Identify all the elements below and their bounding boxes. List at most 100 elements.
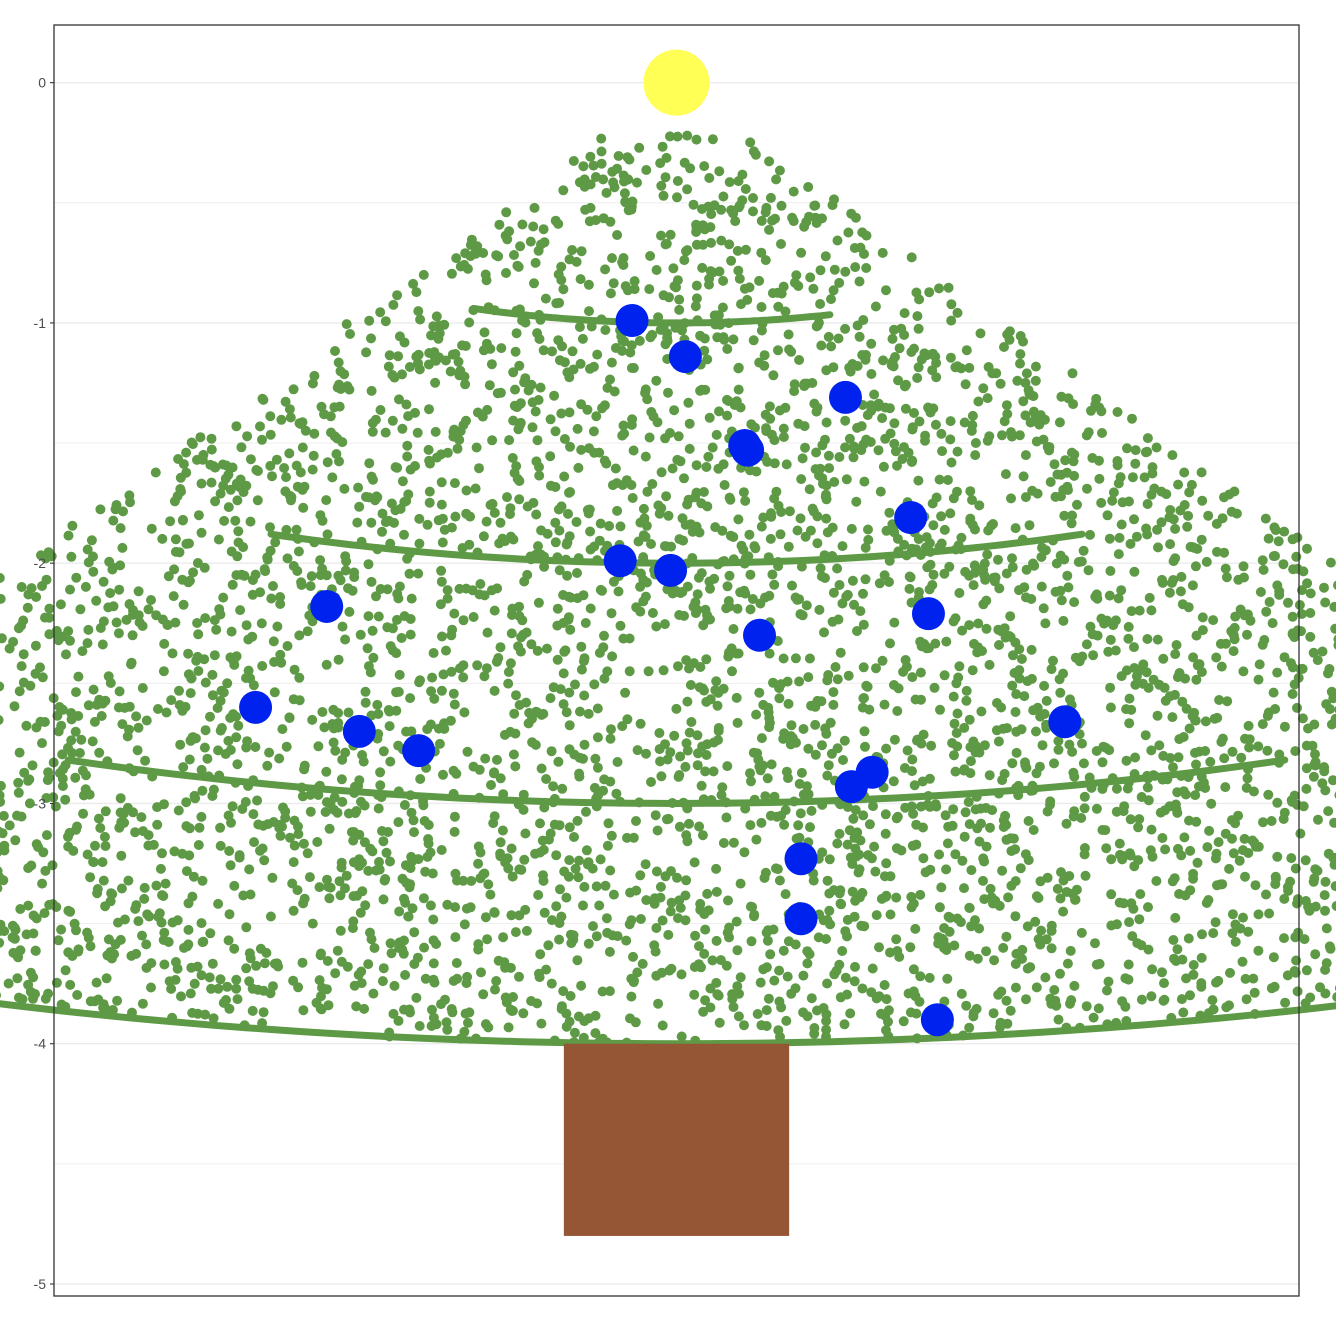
- needle-point: [509, 708, 520, 719]
- needle-point: [950, 766, 961, 777]
- needle-point: [1272, 851, 1283, 862]
- needle-point: [975, 803, 986, 814]
- needle-point: [761, 1005, 772, 1016]
- needle-point: [1021, 368, 1032, 379]
- needle-point: [437, 631, 447, 642]
- needle-point: [0, 848, 2, 857]
- needle-point: [1273, 536, 1284, 547]
- needle-point: [1078, 545, 1089, 556]
- needle-point: [1229, 622, 1240, 633]
- needle-point: [993, 554, 1003, 565]
- needle-point: [437, 537, 448, 548]
- needle-point: [802, 1011, 813, 1022]
- needle-point: [363, 865, 374, 876]
- needle-point: [681, 875, 692, 886]
- needle-point: [13, 992, 24, 1003]
- needle-point: [276, 414, 287, 425]
- needle-point: [1142, 499, 1153, 509]
- needle-point: [384, 721, 395, 732]
- needle-point: [1253, 674, 1264, 685]
- needle-point: [1167, 712, 1178, 723]
- needle-point: [146, 595, 156, 605]
- needle-point: [613, 586, 624, 597]
- needle-point: [177, 515, 188, 526]
- needle-point: [400, 970, 411, 980]
- needle-point: [948, 804, 959, 815]
- needle-point: [84, 789, 95, 800]
- needle-point: [796, 474, 807, 485]
- needle-point: [215, 974, 226, 985]
- needle-point: [897, 454, 908, 464]
- needle-point: [1010, 982, 1021, 993]
- needle-point: [1063, 582, 1074, 593]
- needle-point: [200, 613, 211, 624]
- needle-point: [1070, 894, 1081, 905]
- needle-point: [978, 383, 989, 394]
- needle-point: [446, 268, 457, 279]
- needle-point: [939, 670, 950, 681]
- needle-point: [1266, 816, 1277, 826]
- needle-point: [819, 550, 830, 561]
- needle-point: [596, 158, 607, 169]
- needle-point: [1125, 538, 1136, 549]
- needle-point: [662, 336, 673, 346]
- needle-point: [900, 802, 911, 813]
- needle-point: [9, 701, 20, 712]
- needle-point: [1130, 679, 1141, 690]
- needle-point: [1292, 986, 1303, 997]
- needle-point: [415, 314, 426, 325]
- needle-point: [414, 1021, 425, 1031]
- needle-point: [968, 1011, 979, 1022]
- needle-point: [915, 971, 926, 982]
- needle-point: [1105, 682, 1116, 693]
- needle-point: [649, 893, 660, 904]
- needle-point: [505, 658, 516, 669]
- needle-point: [845, 366, 856, 377]
- needle-point: [213, 983, 224, 994]
- needle-point: [115, 807, 126, 818]
- needle-point: [321, 766, 332, 777]
- needle-point: [1007, 758, 1018, 769]
- needle-point: [408, 815, 419, 826]
- needle-point: [1125, 814, 1136, 825]
- needle-point: [773, 1025, 784, 1036]
- needle-point: [63, 831, 73, 842]
- needle-point: [291, 524, 302, 535]
- needle-point: [731, 692, 742, 703]
- needle-point: [441, 645, 451, 656]
- needle-point: [452, 443, 463, 454]
- needle-point: [1013, 790, 1024, 801]
- needle-point: [748, 206, 758, 217]
- needle-point: [840, 266, 851, 277]
- needle-point: [561, 892, 572, 903]
- needle-point: [1319, 582, 1329, 593]
- needle-point: [1274, 749, 1285, 760]
- needle-point: [183, 648, 194, 659]
- needle-point: [881, 285, 891, 296]
- needle-point: [1022, 676, 1033, 687]
- needle-point: [1236, 752, 1247, 763]
- needle-point: [891, 892, 902, 903]
- needle-point: [514, 476, 525, 486]
- needle-point: [855, 606, 866, 617]
- needle-point: [713, 990, 724, 1001]
- needle-point: [1102, 985, 1112, 996]
- needle-point: [915, 667, 926, 678]
- needle-point: [331, 449, 342, 459]
- needle-point: [829, 477, 840, 487]
- needle-point: [538, 345, 549, 356]
- needle-point: [689, 601, 699, 612]
- needle-point: [61, 649, 71, 660]
- needle-point: [778, 432, 789, 442]
- needle-point: [387, 370, 398, 380]
- needle-point: [941, 941, 952, 952]
- needle-point: [497, 825, 508, 836]
- needle-point: [559, 357, 570, 368]
- needle-point: [98, 616, 109, 627]
- needle-point: [1090, 591, 1101, 602]
- needle-point: [356, 536, 367, 547]
- needle-point: [550, 426, 561, 437]
- needle-point: [1123, 959, 1134, 970]
- needle-point: [119, 702, 130, 713]
- needle-point: [672, 192, 682, 203]
